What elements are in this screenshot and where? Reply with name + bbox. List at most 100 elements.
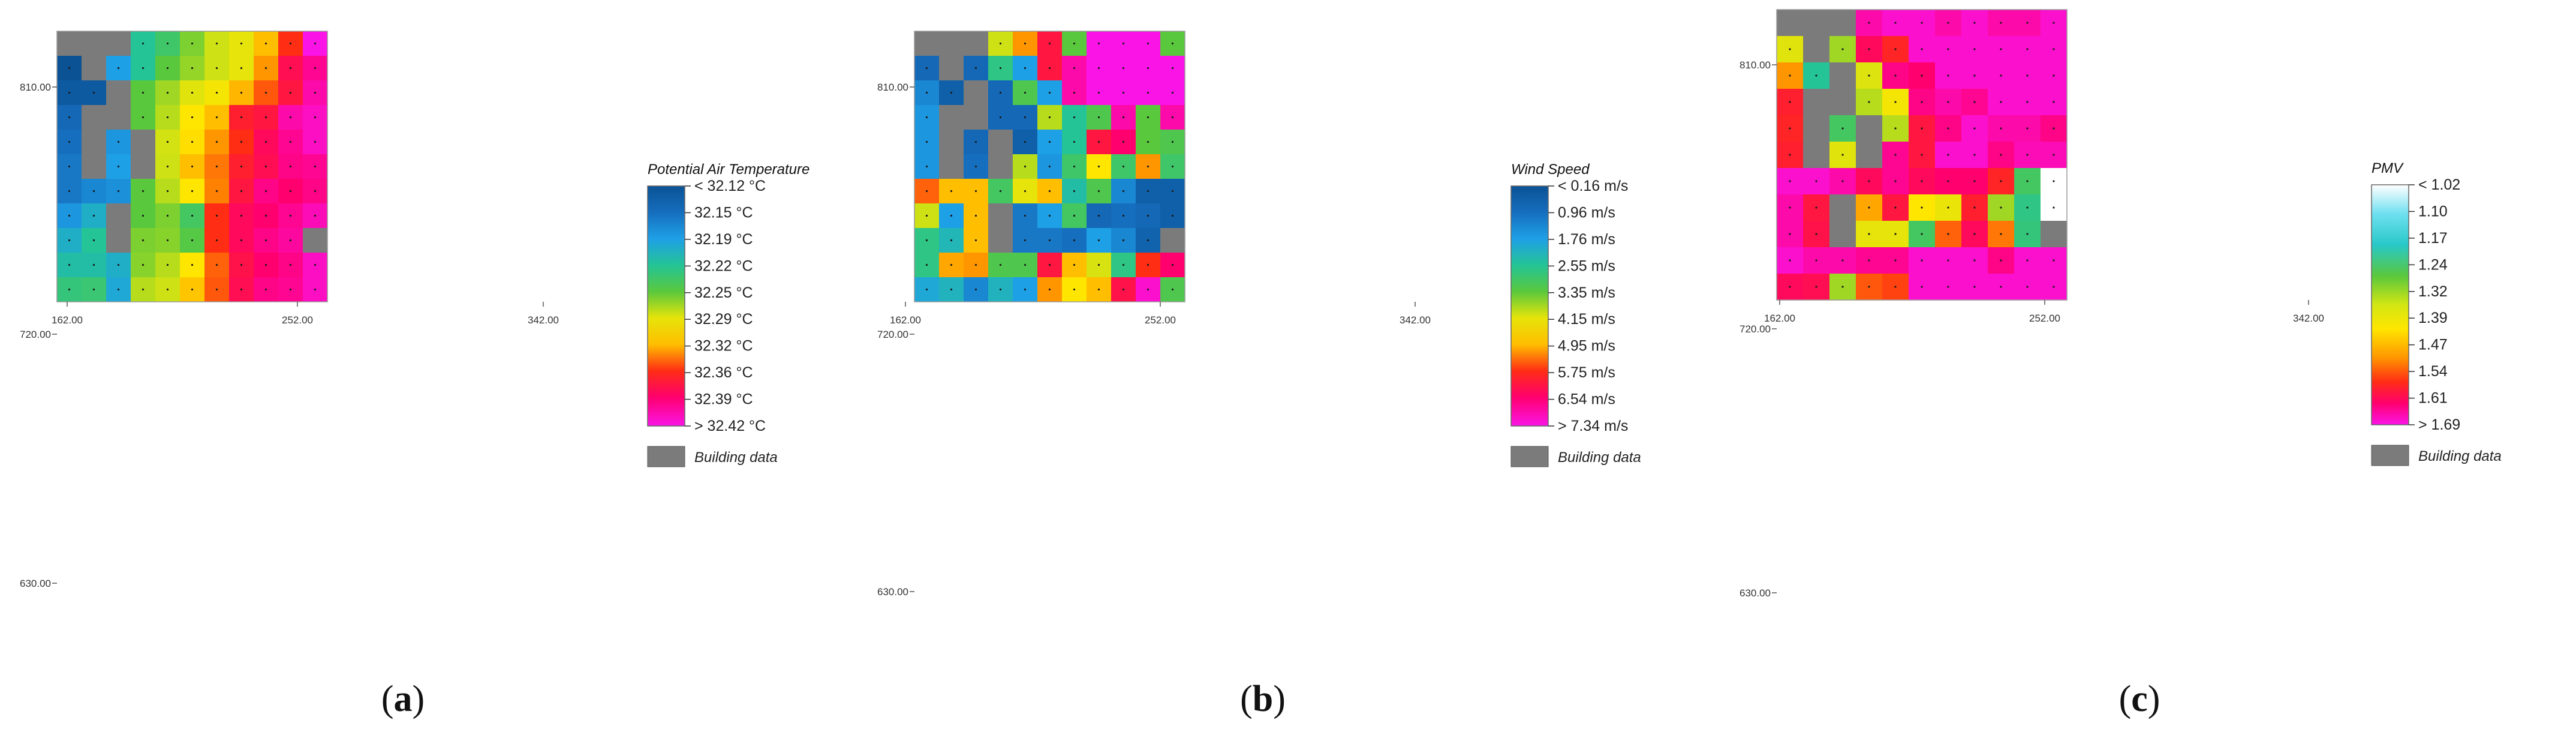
cell-marker-dot <box>215 288 218 291</box>
building-swatch <box>2371 445 2409 466</box>
legend-label: 1.10 <box>2418 203 2448 220</box>
cell-marker-dot <box>1171 263 1174 266</box>
cell-marker-dot <box>1073 140 1076 143</box>
cell-marker-dot <box>1947 48 1949 50</box>
legend-label: < 1.02 <box>2418 176 2460 193</box>
cell-marker-dot <box>1097 239 1100 242</box>
x-tick-label: 342.00 <box>1400 314 1431 326</box>
y-tick-label: 720.00 <box>1740 323 1771 335</box>
cell-marker-dot <box>925 140 928 143</box>
x-tick-label: 162.00 <box>52 314 83 326</box>
cell-marker-dot <box>92 214 95 217</box>
legend-label: 1.76 m/s <box>1558 231 1615 248</box>
cell-marker-dot <box>264 165 267 168</box>
y-tick-label: 810.00 <box>1740 59 1771 71</box>
cell-marker-dot <box>166 288 169 291</box>
cell-marker-dot <box>1789 180 1791 182</box>
cell-marker-dot <box>68 190 71 193</box>
cell-marker-dot <box>240 91 243 94</box>
building-cell <box>939 56 964 81</box>
cell-marker-dot <box>68 116 71 119</box>
cell-marker-dot <box>1947 259 1949 262</box>
heatmap-panel-b: 810.00 720.00 630.00 162.00 252.00 342.00 Wind… <box>877 31 1641 719</box>
cell-marker-dot <box>314 91 317 94</box>
cell-marker-dot <box>1122 116 1125 119</box>
cell-marker-dot <box>1171 165 1174 168</box>
building-cell <box>939 130 964 155</box>
cell-marker-dot <box>1171 91 1174 94</box>
cell-marker-dot <box>1894 22 1897 24</box>
cell-marker-dot <box>68 214 71 217</box>
cell-marker-dot <box>1024 214 1027 217</box>
cell-marker-dot <box>314 67 317 70</box>
cell-marker-dot <box>2000 127 2002 130</box>
building-cell <box>106 203 131 229</box>
cell-marker-dot <box>1815 259 1817 262</box>
building-cell <box>82 31 107 56</box>
cell-marker-dot <box>2000 48 2002 50</box>
legend-label: 32.29 °C <box>694 311 753 328</box>
legend: PMV < 1.02 1.10 1.17 1.24 1.32 1.39 1.47 1.54 1.6… <box>2371 160 2502 466</box>
cell-marker-dot <box>974 263 977 266</box>
cell-marker-dot <box>264 190 267 193</box>
plot-frame <box>1776 9 2068 301</box>
building-cell <box>2041 221 2068 248</box>
cell-marker-dot <box>2026 206 2029 209</box>
cell-marker-dot <box>2053 206 2055 209</box>
cell-marker-dot <box>1947 101 1949 103</box>
cell-marker-dot <box>1868 286 1870 288</box>
building-cell <box>1829 221 1856 248</box>
cell-marker-dot <box>1894 206 1897 209</box>
cell-marker-dot <box>2000 101 2002 103</box>
cell-marker-dot <box>925 91 928 94</box>
cell-marker-dot <box>240 67 243 70</box>
cell-marker-dot <box>191 165 194 168</box>
cell-marker-dot <box>1171 116 1174 119</box>
cell-marker-dot <box>2053 286 2055 288</box>
cell-marker-dot <box>1097 190 1100 193</box>
cell-marker-dot <box>1048 140 1051 143</box>
building-cell <box>964 80 989 106</box>
cell-marker-dot <box>1789 233 1791 235</box>
building-cell <box>1803 89 1830 116</box>
cell-marker-dot <box>1048 67 1051 70</box>
cell-marker-dot <box>1073 190 1076 193</box>
cell-marker-dot <box>1841 286 1844 288</box>
cell-marker-dot <box>1789 101 1791 103</box>
cell-marker-dot <box>1146 190 1149 193</box>
cell-marker-dot <box>1048 116 1051 119</box>
cell-marker-dot <box>2000 286 2002 288</box>
cell-marker-dot <box>2053 259 2055 262</box>
legend-label: 0.96 m/s <box>1558 204 1615 221</box>
cell-marker-dot <box>117 140 120 143</box>
cell-marker-dot <box>1868 206 1870 209</box>
cell-marker-dot <box>925 239 928 242</box>
cell-marker-dot <box>92 263 95 266</box>
cell-marker-dot <box>1122 263 1125 266</box>
cell-marker-dot <box>1097 263 1100 266</box>
cell-marker-dot <box>68 140 71 143</box>
cell-marker-dot <box>289 190 292 193</box>
cell-marker-dot <box>289 288 292 291</box>
cell-marker-dot <box>2053 74 2055 77</box>
cell-marker-dot <box>1973 233 1976 235</box>
cell-marker-dot <box>1073 42 1076 45</box>
cell-marker-dot <box>240 165 243 168</box>
cell-marker-dot <box>1815 233 1817 235</box>
legend-label: 1.32 <box>2418 283 2448 300</box>
cell-marker-dot <box>68 91 71 94</box>
building-cell <box>1829 62 1856 89</box>
cell-marker-dot <box>1973 22 1976 24</box>
legend-label: 4.95 m/s <box>1558 338 1615 355</box>
cell-marker-dot <box>974 288 977 291</box>
building-cell <box>1777 10 1804 37</box>
cell-marker-dot <box>1894 74 1897 77</box>
cell-marker-dot <box>240 214 243 217</box>
x-tick-label: 252.00 <box>282 314 313 326</box>
cell-marker-dot <box>2000 233 2002 235</box>
cell-marker-dot <box>950 91 953 94</box>
cell-marker-dot <box>215 263 218 266</box>
cell-marker-dot <box>215 42 218 45</box>
legend-label: 5.75 m/s <box>1558 364 1615 381</box>
